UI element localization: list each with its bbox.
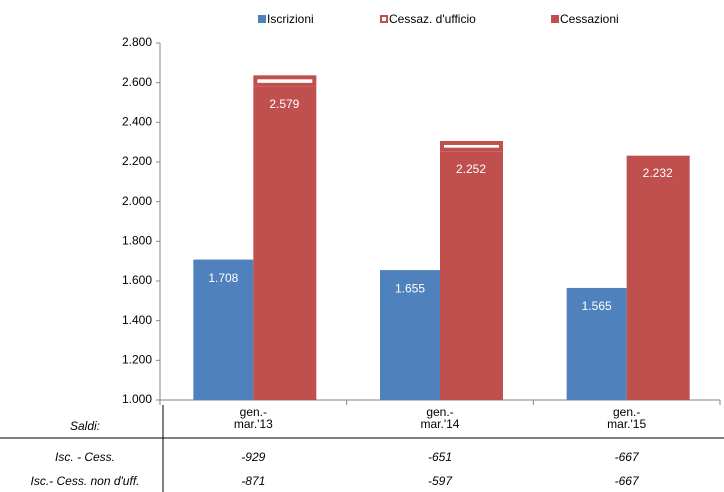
cell: -651 [428, 450, 452, 464]
y-tick-label: 1.000 [122, 392, 152, 406]
y-tick-label: 2.200 [122, 154, 152, 168]
cell: -667 [615, 450, 640, 464]
x-tick-label: gen.-mar.'14 [421, 405, 460, 431]
value-label: 1.655 [395, 281, 425, 295]
y-tick-label: 1.800 [122, 234, 152, 248]
y-tick-label: 2.600 [122, 75, 152, 89]
x-tick-label: gen.-mar.'15 [607, 405, 646, 431]
row-label: Isc.- Cess. non d'uff. [30, 474, 139, 488]
y-tick-label: 1.600 [122, 273, 152, 287]
cell: -597 [428, 474, 453, 488]
value-label: 2.579 [269, 97, 299, 111]
y-tick-label: 2.800 [122, 35, 152, 49]
bar [440, 140, 503, 152]
y-tick-label: 1.200 [122, 353, 152, 367]
value-label: 2.252 [456, 162, 486, 176]
y-tick-label: 2.400 [122, 115, 152, 129]
legend-swatch [551, 15, 559, 23]
y-tick-label: 2.000 [122, 194, 152, 208]
legend-label: Iscrizioni [267, 12, 314, 26]
cell: -667 [615, 474, 640, 488]
legend-swatch [258, 15, 266, 23]
bar [440, 151, 503, 400]
bar [380, 270, 440, 400]
bar [253, 86, 317, 400]
value-label: 2.232 [643, 166, 673, 180]
bar [566, 287, 627, 400]
table-header: Saldi: [70, 419, 100, 433]
y-tick-label: 1.400 [122, 313, 152, 327]
row-label: Isc. - Cess. [55, 450, 115, 464]
legend-label: Cessazioni [560, 12, 619, 26]
legend-swatch [380, 15, 388, 23]
value-label: 1.565 [582, 299, 612, 313]
x-tick-label: gen.-mar.'13 [234, 405, 273, 431]
bar [193, 259, 254, 400]
bar [253, 75, 317, 87]
value-label: 1.708 [208, 271, 238, 285]
legend-label: Cessaz. d'ufficio [389, 12, 476, 26]
cell: -929 [241, 450, 265, 464]
cell: -871 [241, 474, 265, 488]
bar [626, 155, 690, 400]
